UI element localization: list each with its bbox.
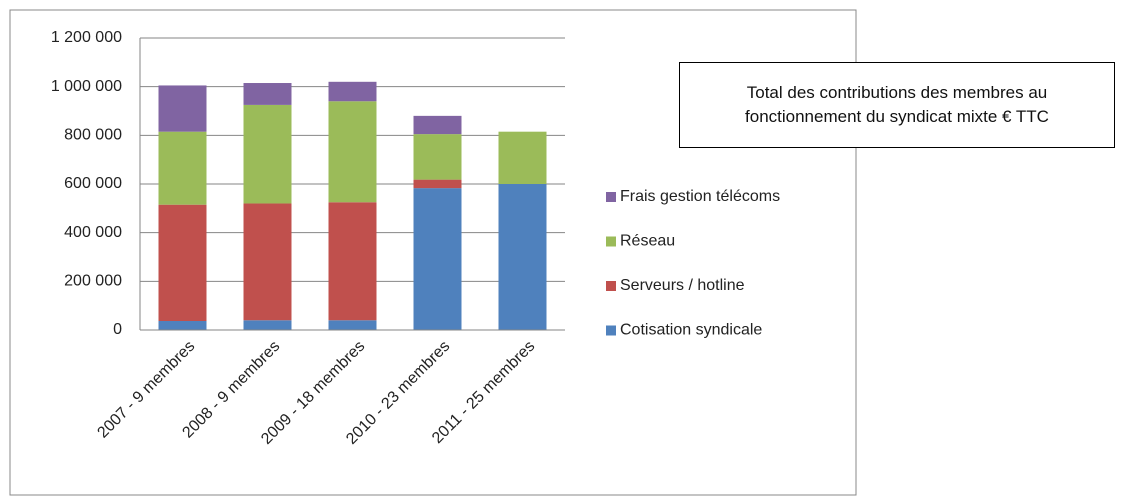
bar-segment <box>328 320 377 330</box>
chart-title: Total des contributions des membres au f… <box>679 62 1115 148</box>
bar-segment <box>413 134 462 180</box>
bar-segment <box>158 320 207 330</box>
y-tick-label: 0 <box>113 321 122 338</box>
bar-segment <box>243 320 292 330</box>
bar-segment <box>328 81 377 102</box>
bar-segment <box>158 85 207 132</box>
legend-label: Réseau <box>620 233 675 250</box>
bar-segment <box>498 131 547 184</box>
bar-segment <box>498 184 547 330</box>
bar-segment <box>158 131 207 205</box>
legend-label: Frais gestion télécoms <box>620 188 780 205</box>
legend-swatch <box>606 192 616 202</box>
bar-segment <box>243 104 292 204</box>
bar-segment <box>243 203 292 321</box>
y-tick-label: 200 000 <box>64 273 122 290</box>
legend-swatch <box>606 236 616 247</box>
y-tick-label: 1 200 000 <box>51 29 122 46</box>
bar-segment <box>413 115 462 135</box>
bar-segment <box>243 83 292 105</box>
y-tick-label: 800 000 <box>64 127 122 144</box>
bar-segment <box>328 101 377 203</box>
legend-swatch <box>606 281 616 291</box>
y-tick-label: 600 000 <box>64 175 122 192</box>
legend-label: Serveurs / hotline <box>620 277 745 294</box>
bar-segment <box>158 204 207 321</box>
bar-segment <box>413 179 462 189</box>
legend-swatch <box>606 325 616 336</box>
legend-label: Cotisation syndicale <box>620 322 762 339</box>
y-tick-label: 400 000 <box>64 224 122 241</box>
bar-segment <box>328 202 377 321</box>
bar-segment <box>413 188 462 330</box>
y-tick-label: 1 000 000 <box>51 78 122 95</box>
